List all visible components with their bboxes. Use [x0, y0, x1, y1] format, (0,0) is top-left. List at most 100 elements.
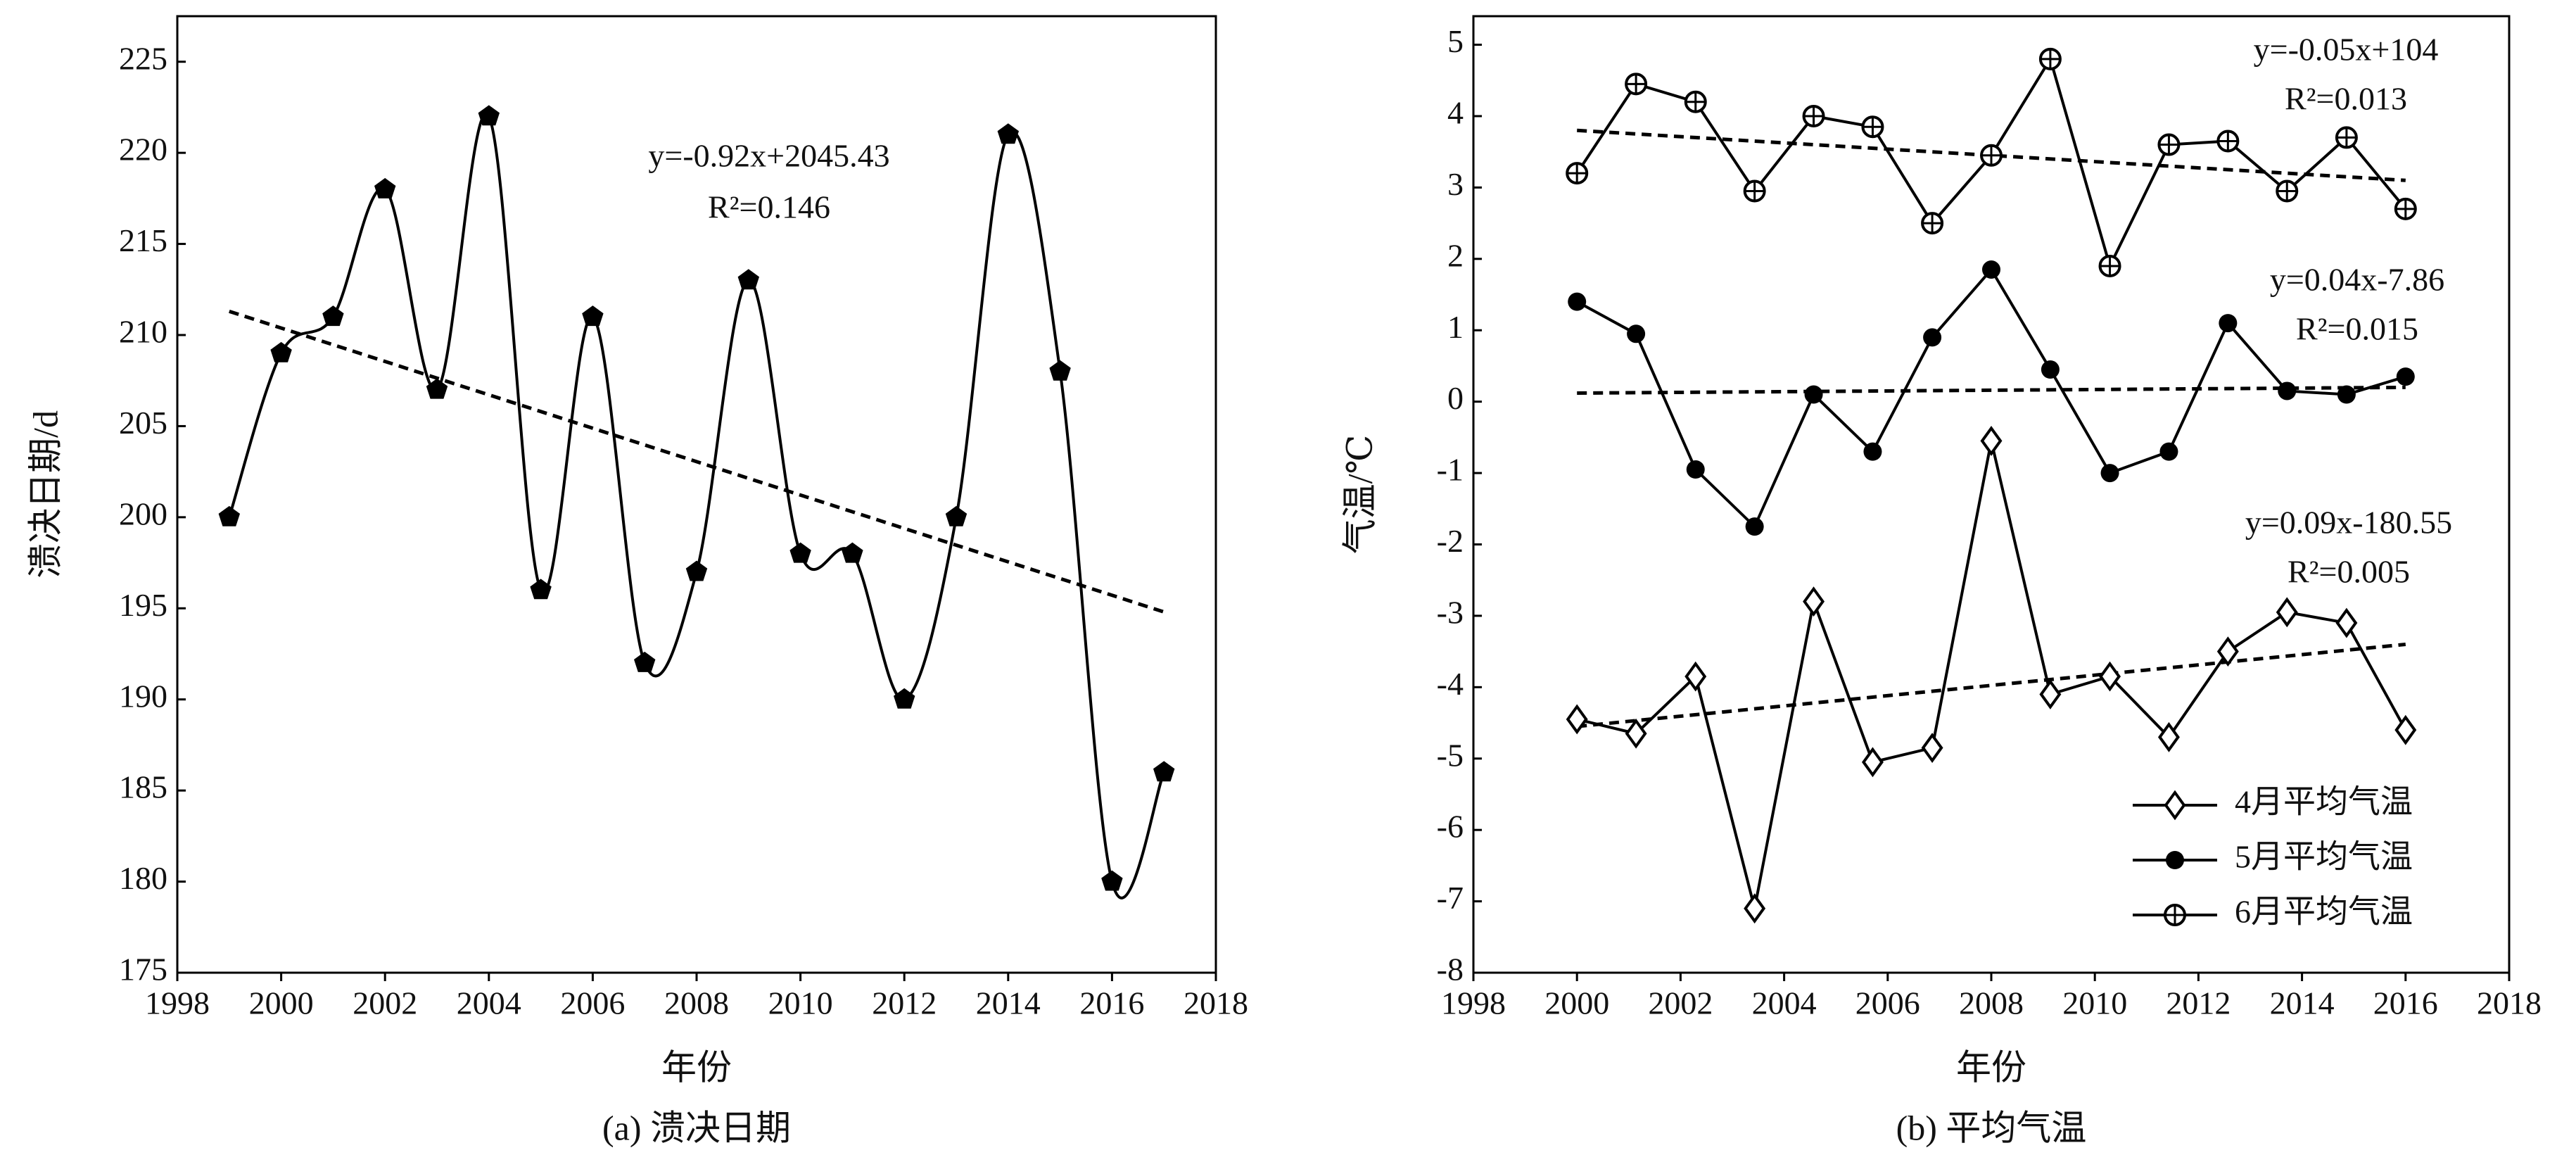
- trend-r2: R²=0.005: [2288, 554, 2410, 590]
- marker-cross: [2395, 198, 2416, 219]
- marker-cross: [2040, 49, 2060, 69]
- y-tick-label: -6: [1437, 809, 1464, 845]
- y-tick-label: 4: [1447, 95, 1464, 131]
- marker: [1980, 426, 2003, 456]
- x-tick-label: 2002: [353, 985, 417, 1021]
- marker-cross: [1981, 145, 2001, 165]
- trend-line: [1577, 128, 2406, 182]
- y-tick-label: 175: [119, 952, 167, 987]
- marker: [1861, 115, 1884, 139]
- marker: [2276, 179, 2299, 203]
- y-axis-label: 溃决日期/d: [25, 410, 65, 579]
- marker: [2335, 607, 2358, 638]
- x-tick-label: 2006: [560, 985, 625, 1021]
- marker-cross: [1803, 106, 1824, 126]
- marker-cross: [1567, 163, 1587, 184]
- x-tick-label: 2010: [768, 985, 833, 1021]
- trend-r2: R²=0.015: [2296, 311, 2418, 347]
- marker: [2041, 360, 2060, 379]
- x-axis-label: 年份: [661, 1047, 732, 1087]
- x-tick-label: 1998: [145, 985, 210, 1021]
- y-tick-label: 5: [1447, 23, 1464, 59]
- legend-label: 5月平均气温: [2235, 839, 2413, 875]
- caption: (b) 平均气温: [1896, 1108, 2087, 1147]
- trend-line: [1576, 642, 2406, 728]
- marker: [2276, 597, 2298, 628]
- marker: [2039, 679, 2062, 709]
- trend-line: [1577, 385, 2406, 395]
- y-tick-label: 3: [1447, 166, 1464, 202]
- x-tick-label: 2008: [664, 985, 729, 1021]
- x-tick-label: 2012: [2166, 985, 2231, 1021]
- marker: [218, 505, 240, 526]
- marker: [2099, 661, 2121, 692]
- x-tick-label: 2014: [976, 985, 1041, 1021]
- x-tick-label: 2014: [2270, 985, 2335, 1021]
- y-tick-label: -4: [1437, 666, 1464, 702]
- marker: [1745, 517, 1764, 536]
- marker: [634, 651, 656, 672]
- marker: [426, 378, 448, 399]
- x-tick-label: 2018: [2477, 985, 2542, 1021]
- marker-cross: [1744, 181, 1765, 201]
- marker: [1566, 704, 1588, 735]
- x-tick-label: 2010: [2062, 985, 2127, 1021]
- y-tick-label: 225: [119, 40, 167, 76]
- x-tick-label: 2006: [1855, 985, 1920, 1021]
- y-tick-label: 180: [119, 860, 167, 896]
- marker: [997, 123, 1019, 144]
- y-axis-label: 气温/℃: [1340, 435, 1379, 555]
- marker: [1627, 324, 1646, 343]
- marker: [1686, 460, 1705, 479]
- y-tick-label: -3: [1437, 594, 1464, 630]
- x-tick-label: 2004: [1752, 985, 1817, 1021]
- y-tick-label: 205: [119, 405, 167, 441]
- marker: [2157, 133, 2181, 156]
- y-tick-label: 195: [119, 587, 167, 623]
- marker: [2278, 381, 2297, 400]
- marker: [1863, 442, 1882, 461]
- legend-label: 4月平均气温: [2235, 784, 2413, 820]
- marker: [270, 341, 292, 362]
- legend-marker: [2166, 851, 2184, 869]
- marker-cross: [2100, 255, 2120, 276]
- marker: [478, 105, 500, 126]
- y-tick-label: 200: [119, 496, 167, 531]
- y-tick-label: 190: [119, 678, 167, 714]
- marker: [1861, 747, 1884, 778]
- x-tick-label: 2000: [249, 985, 314, 1021]
- trend-r2: R²=0.013: [2285, 81, 2407, 117]
- x-axis-label: 年份: [1956, 1047, 2026, 1087]
- y-tick-label: -2: [1437, 523, 1464, 559]
- marker: [2396, 367, 2415, 386]
- trend-equation: y=0.04x-7.86: [2270, 262, 2444, 298]
- marker: [1980, 144, 2003, 167]
- marker: [1804, 385, 1823, 404]
- marker: [2216, 636, 2239, 667]
- trend-line: [229, 309, 1165, 614]
- legend-marker: [2164, 904, 2186, 926]
- trend-equation: y=-0.92x+2045.43: [648, 138, 889, 174]
- marker: [945, 505, 967, 526]
- y-tick-label: 210: [119, 314, 167, 350]
- marker: [2394, 197, 2417, 220]
- y-tick-label: -8: [1437, 952, 1464, 987]
- marker-cross: [2165, 905, 2185, 925]
- marker: [1101, 870, 1123, 891]
- marker: [1802, 104, 1825, 127]
- marker: [2394, 714, 2417, 745]
- marker: [1625, 718, 1647, 749]
- marker: [2157, 721, 2180, 752]
- marker: [1743, 179, 1766, 203]
- marker: [842, 542, 863, 563]
- marker: [1803, 586, 1825, 617]
- caption: (a) 溃决日期: [602, 1108, 791, 1147]
- marker: [374, 177, 396, 198]
- y-tick-label: 215: [119, 222, 167, 258]
- marker: [685, 560, 708, 581]
- marker: [2219, 314, 2238, 333]
- marker: [2216, 130, 2240, 153]
- y-tick-label: 2: [1447, 237, 1464, 273]
- marker-cross: [1922, 213, 1943, 234]
